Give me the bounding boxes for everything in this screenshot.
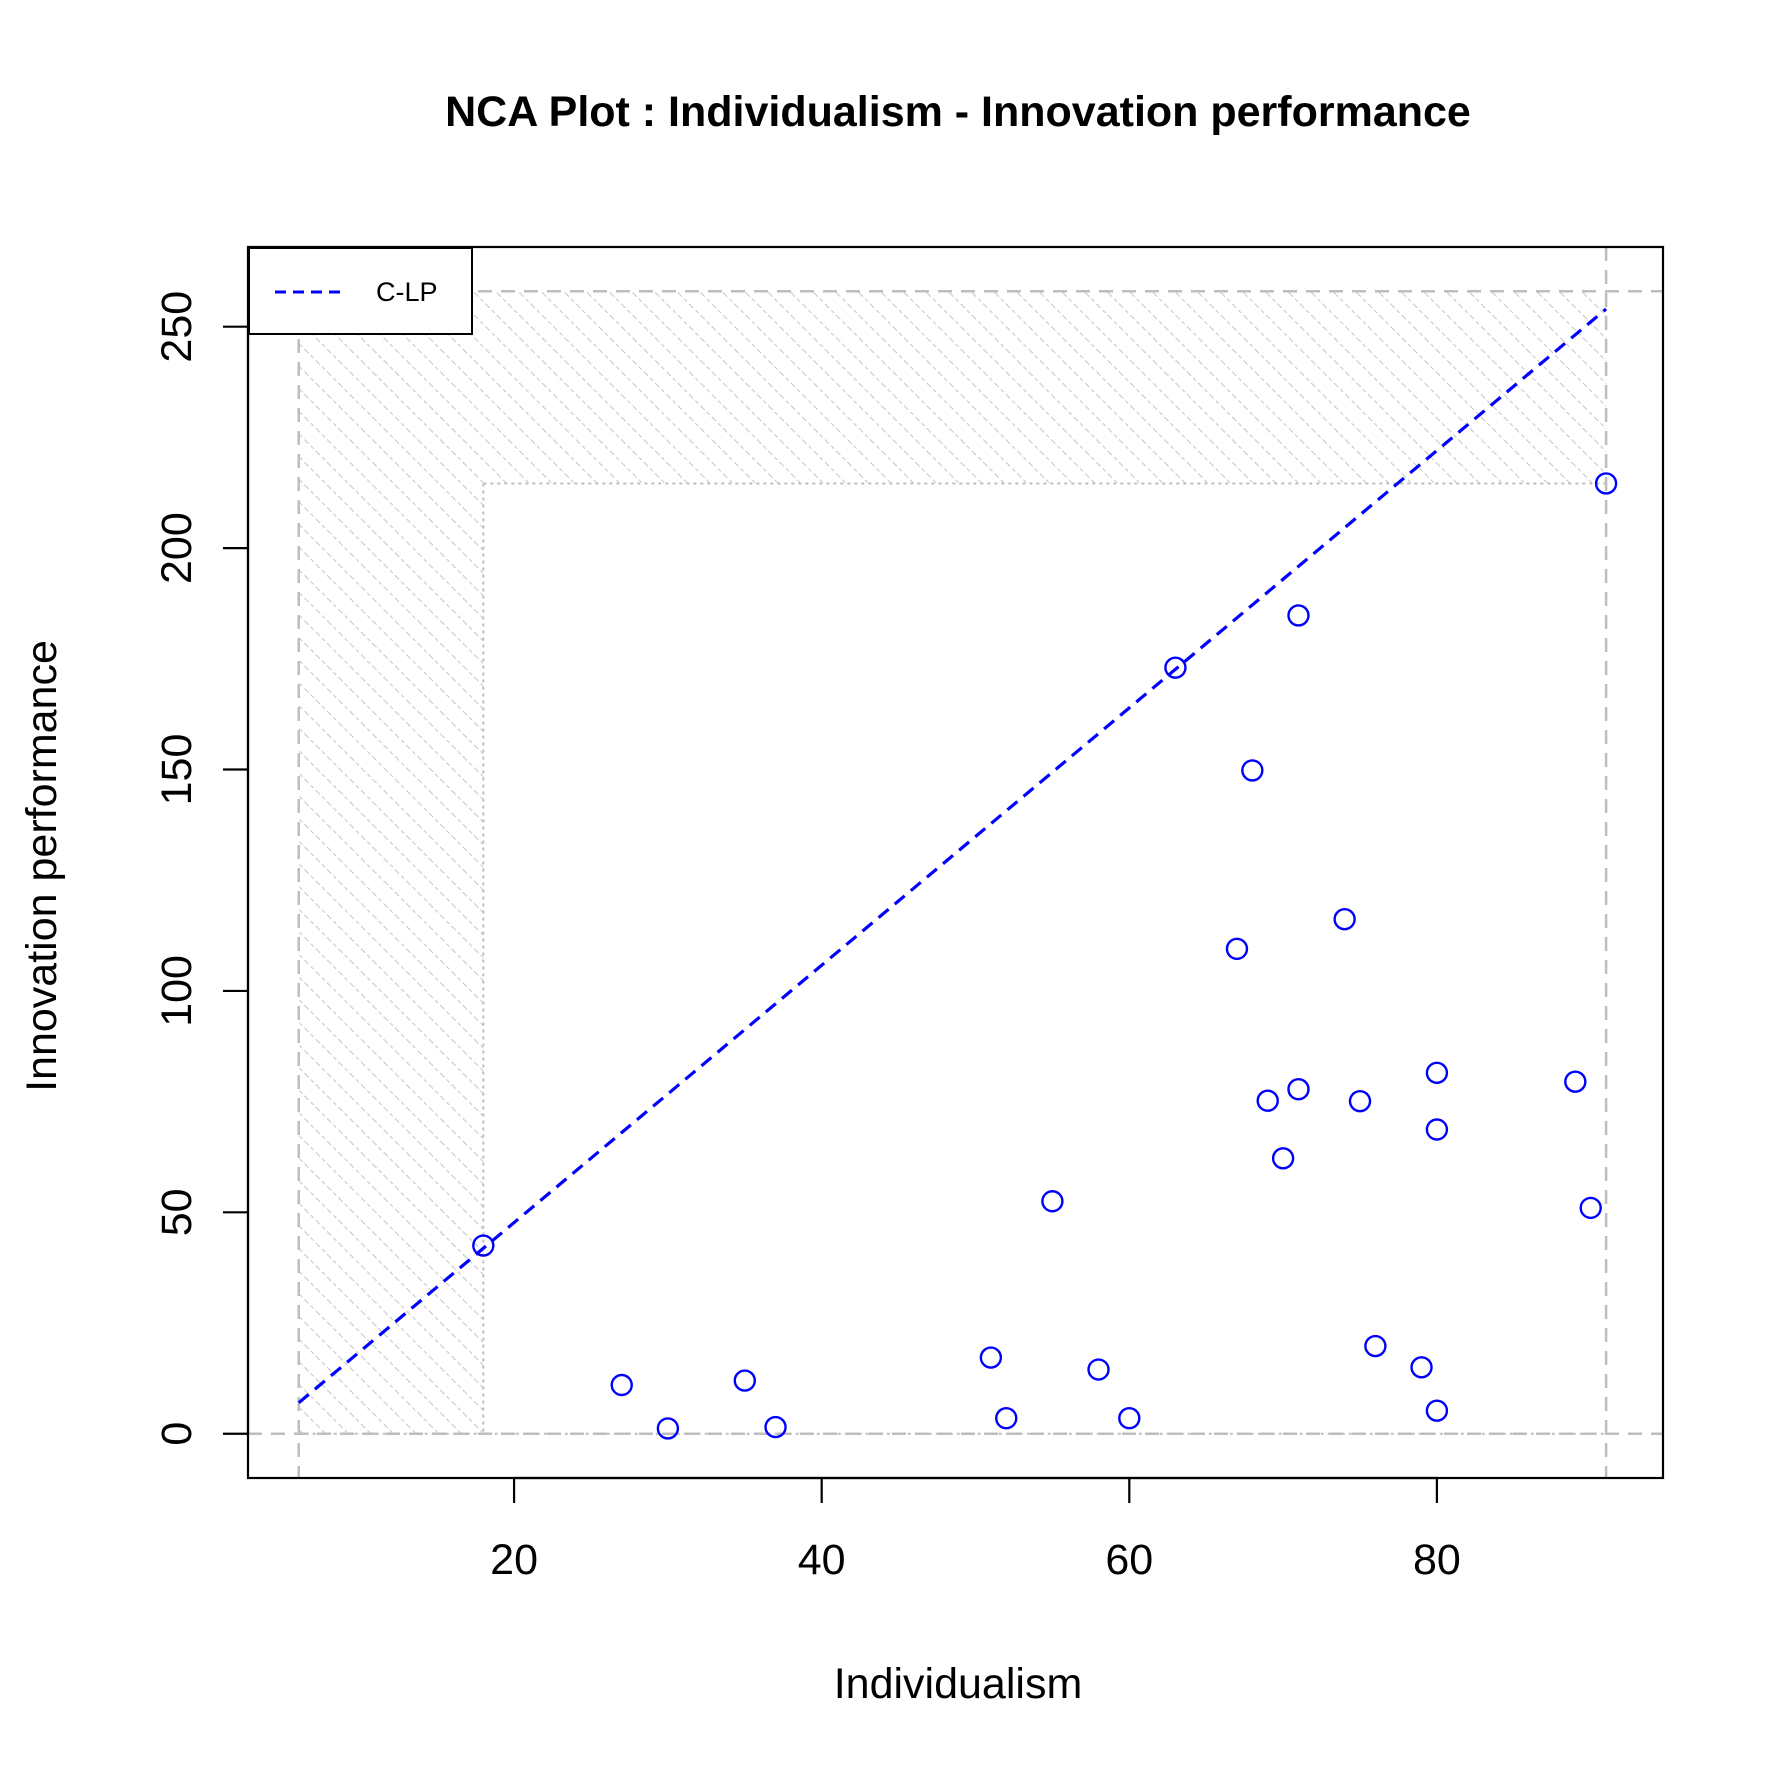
y-tick-label: 0 (153, 1422, 201, 1446)
legend-box (248, 247, 473, 335)
data-point (1087, 1358, 1110, 1381)
empty-zone-hatch (298, 291, 1607, 1435)
data-point (610, 1373, 633, 1397)
data-point (1287, 1078, 1310, 1101)
y-tick-label: 250 (153, 291, 201, 363)
data-point (1579, 1196, 1602, 1220)
data-points (472, 472, 1618, 1440)
x-axis: 20 40 60 80 (490, 1476, 1461, 1584)
chart-title: NCA Plot : Individualism - Innovation pe… (445, 88, 1471, 136)
hatch-top-band (483, 291, 1607, 484)
y-tick-label: 100 (153, 955, 201, 1027)
legend: C-LP (248, 247, 473, 335)
data-point (979, 1346, 1003, 1369)
data-point (733, 1369, 756, 1392)
y-tick-label: 150 (153, 734, 201, 806)
data-point (1041, 1190, 1064, 1213)
data-point (1256, 1089, 1279, 1112)
scope-lines (248, 247, 1663, 1478)
data-point (1564, 1070, 1587, 1093)
data-point (1425, 1061, 1449, 1085)
y-tick-label: 50 (153, 1188, 201, 1236)
data-point (1118, 1407, 1141, 1430)
x-tick-label: 80 (1413, 1536, 1461, 1584)
ceiling-line-c-lp (297, 307, 1608, 1404)
data-point (1241, 759, 1264, 782)
legend-label-c-lp: C-LP (376, 277, 438, 307)
data-point (1164, 656, 1187, 679)
data-point (1333, 907, 1356, 931)
x-axis-label: Individualism (834, 1660, 1083, 1708)
x-tick-label: 40 (798, 1536, 846, 1584)
data-point (1425, 1118, 1449, 1141)
data-point (1594, 472, 1618, 495)
data-point (1225, 937, 1249, 961)
x-tick-label: 60 (1105, 1536, 1153, 1584)
data-point (656, 1417, 680, 1440)
data-point (1410, 1356, 1433, 1379)
data-point (1364, 1334, 1387, 1358)
y-axis: 0 50 100 150 200 250 (153, 291, 250, 1446)
hatch-left-band (298, 291, 484, 1434)
data-point (764, 1415, 787, 1439)
data-point (995, 1407, 1018, 1430)
y-tick-label: 200 (153, 512, 201, 584)
data-point (472, 1234, 495, 1257)
data-point (1271, 1147, 1295, 1170)
x-tick-label: 20 (490, 1536, 538, 1584)
ceiling-line-layer (297, 307, 1608, 1404)
data-point (1287, 604, 1310, 627)
data-point (1348, 1089, 1372, 1113)
data-point (1425, 1399, 1449, 1422)
y-axis-label: Innovation performance (18, 640, 66, 1092)
